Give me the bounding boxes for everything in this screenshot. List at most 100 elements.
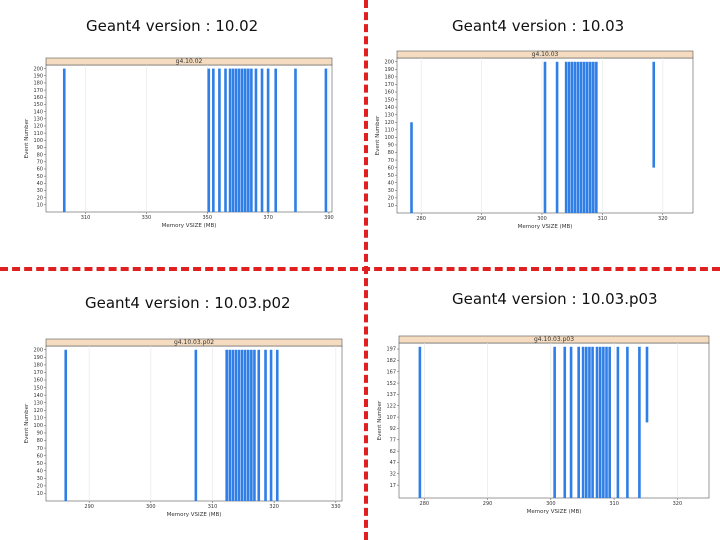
y-tick-label: 50 xyxy=(37,174,43,180)
data-bar xyxy=(579,61,583,213)
y-tick-label: 170 xyxy=(33,370,43,376)
data-bar xyxy=(246,349,250,501)
data-bar xyxy=(250,68,253,213)
data-bar xyxy=(324,68,328,213)
data-bar xyxy=(231,68,235,213)
y-tick-label: 70 xyxy=(37,160,43,166)
data-bar xyxy=(294,68,297,213)
data-bar xyxy=(266,68,270,213)
data-bar xyxy=(269,349,273,501)
data-bar xyxy=(592,61,595,213)
y-tick-label: 182 xyxy=(386,358,396,364)
x-tick-label: 310 xyxy=(609,501,619,507)
chart-title-10-02: Geant4 version : 10.02 xyxy=(86,17,259,35)
x-axis-label: Memory VSIZE (MB) xyxy=(162,223,217,229)
chart-title-10-03-p03: Geant4 version : 10.03.p03 xyxy=(452,290,658,308)
data-bar xyxy=(264,349,267,501)
x-tick-label: 390 xyxy=(324,215,334,221)
x-axis-label: Memory VSIZE (MB) xyxy=(527,509,582,515)
y-tick-label: 40 xyxy=(37,181,43,187)
y-tick-label: 20 xyxy=(388,196,394,202)
x-tick-label: 320 xyxy=(673,501,683,507)
y-tick-label: 70 xyxy=(388,158,394,164)
y-tick-label: 10 xyxy=(37,491,43,497)
y-tick-label: 170 xyxy=(384,82,394,88)
data-bar xyxy=(582,61,586,213)
y-tick-label: 130 xyxy=(33,116,43,122)
x-tick-label: 290 xyxy=(483,501,493,507)
data-bar xyxy=(569,346,573,498)
x-tick-label: 370 xyxy=(263,215,273,221)
y-tick-label: 80 xyxy=(37,152,43,158)
y-tick-label: 120 xyxy=(384,120,394,126)
data-bar xyxy=(275,349,279,501)
chart-title-10-03: Geant4 version : 10.03 xyxy=(452,17,625,35)
y-tick-label: 62 xyxy=(390,449,396,455)
y-tick-label: 90 xyxy=(388,143,394,149)
data-bar xyxy=(247,68,250,213)
data-bar xyxy=(212,68,215,213)
y-tick-label: 40 xyxy=(388,180,394,186)
data-bar xyxy=(410,122,413,213)
data-bar xyxy=(240,349,244,501)
data-bar xyxy=(626,346,629,498)
x-tick-label: 350 xyxy=(202,215,212,221)
y-tick-label: 180 xyxy=(33,81,43,87)
data-bar xyxy=(234,349,238,501)
y-tick-label: 30 xyxy=(37,476,43,482)
data-bar xyxy=(602,346,605,498)
data-bar xyxy=(591,346,594,498)
y-tick-label: 150 xyxy=(33,385,43,391)
x-tick-label: 320 xyxy=(658,216,668,222)
data-bar xyxy=(577,346,580,498)
y-tick-label: 190 xyxy=(33,355,43,361)
x-tick-label: 310 xyxy=(598,216,608,222)
y-tick-label: 90 xyxy=(37,431,43,437)
strip-label: g4.10.02 xyxy=(176,58,203,65)
data-bar xyxy=(652,61,656,168)
y-tick-label: 50 xyxy=(37,461,43,467)
y-tick-label: 180 xyxy=(33,363,43,369)
chart-panel-10-03: g4.10.03 280 290 300 310 320 10 20 30 40 50 60 70 80 9… xyxy=(373,45,699,231)
data-bar xyxy=(553,346,556,498)
y-tick-label: 197 xyxy=(386,347,396,353)
y-axis-label: Event Number xyxy=(24,403,30,443)
data-bar xyxy=(207,68,211,213)
data-bar xyxy=(254,68,258,213)
data-bar xyxy=(573,61,577,213)
y-tick-label: 30 xyxy=(37,188,43,194)
data-bar xyxy=(563,346,567,498)
x-axis-label: Memory VSIZE (MB) xyxy=(167,512,222,518)
data-bar xyxy=(243,68,247,213)
y-tick-label: 60 xyxy=(37,167,43,173)
data-bar xyxy=(253,349,256,501)
data-bar xyxy=(240,68,244,213)
data-bar xyxy=(218,68,221,213)
y-tick-label: 10 xyxy=(37,203,43,209)
y-tick-label: 137 xyxy=(386,392,396,398)
chart-panel-10-03-p03: g4.10.03.p03 280 290 300 310 320 17 32 47 62 77 92 1… xyxy=(375,330,715,516)
y-tick-label: 30 xyxy=(388,188,394,194)
data-bar xyxy=(64,349,68,501)
data-bar xyxy=(224,68,227,213)
y-tick-label: 92 xyxy=(390,426,396,432)
y-tick-label: 20 xyxy=(37,484,43,490)
data-bar xyxy=(638,346,641,498)
horizontal-divider xyxy=(0,267,720,271)
y-tick-label: 60 xyxy=(37,453,43,459)
strip-header xyxy=(398,335,710,344)
x-tick-label: 280 xyxy=(416,216,426,222)
y-tick-label: 140 xyxy=(384,105,394,111)
y-axis-label: Event Number xyxy=(375,115,381,155)
y-tick-label: 152 xyxy=(386,381,396,387)
y-tick-label: 100 xyxy=(33,138,43,144)
x-tick-label: 300 xyxy=(546,501,556,507)
y-tick-label: 70 xyxy=(37,446,43,452)
data-bar xyxy=(581,346,585,498)
x-tick-label: 330 xyxy=(142,215,152,221)
data-bar xyxy=(274,68,278,213)
y-tick-label: 200 xyxy=(33,347,43,353)
